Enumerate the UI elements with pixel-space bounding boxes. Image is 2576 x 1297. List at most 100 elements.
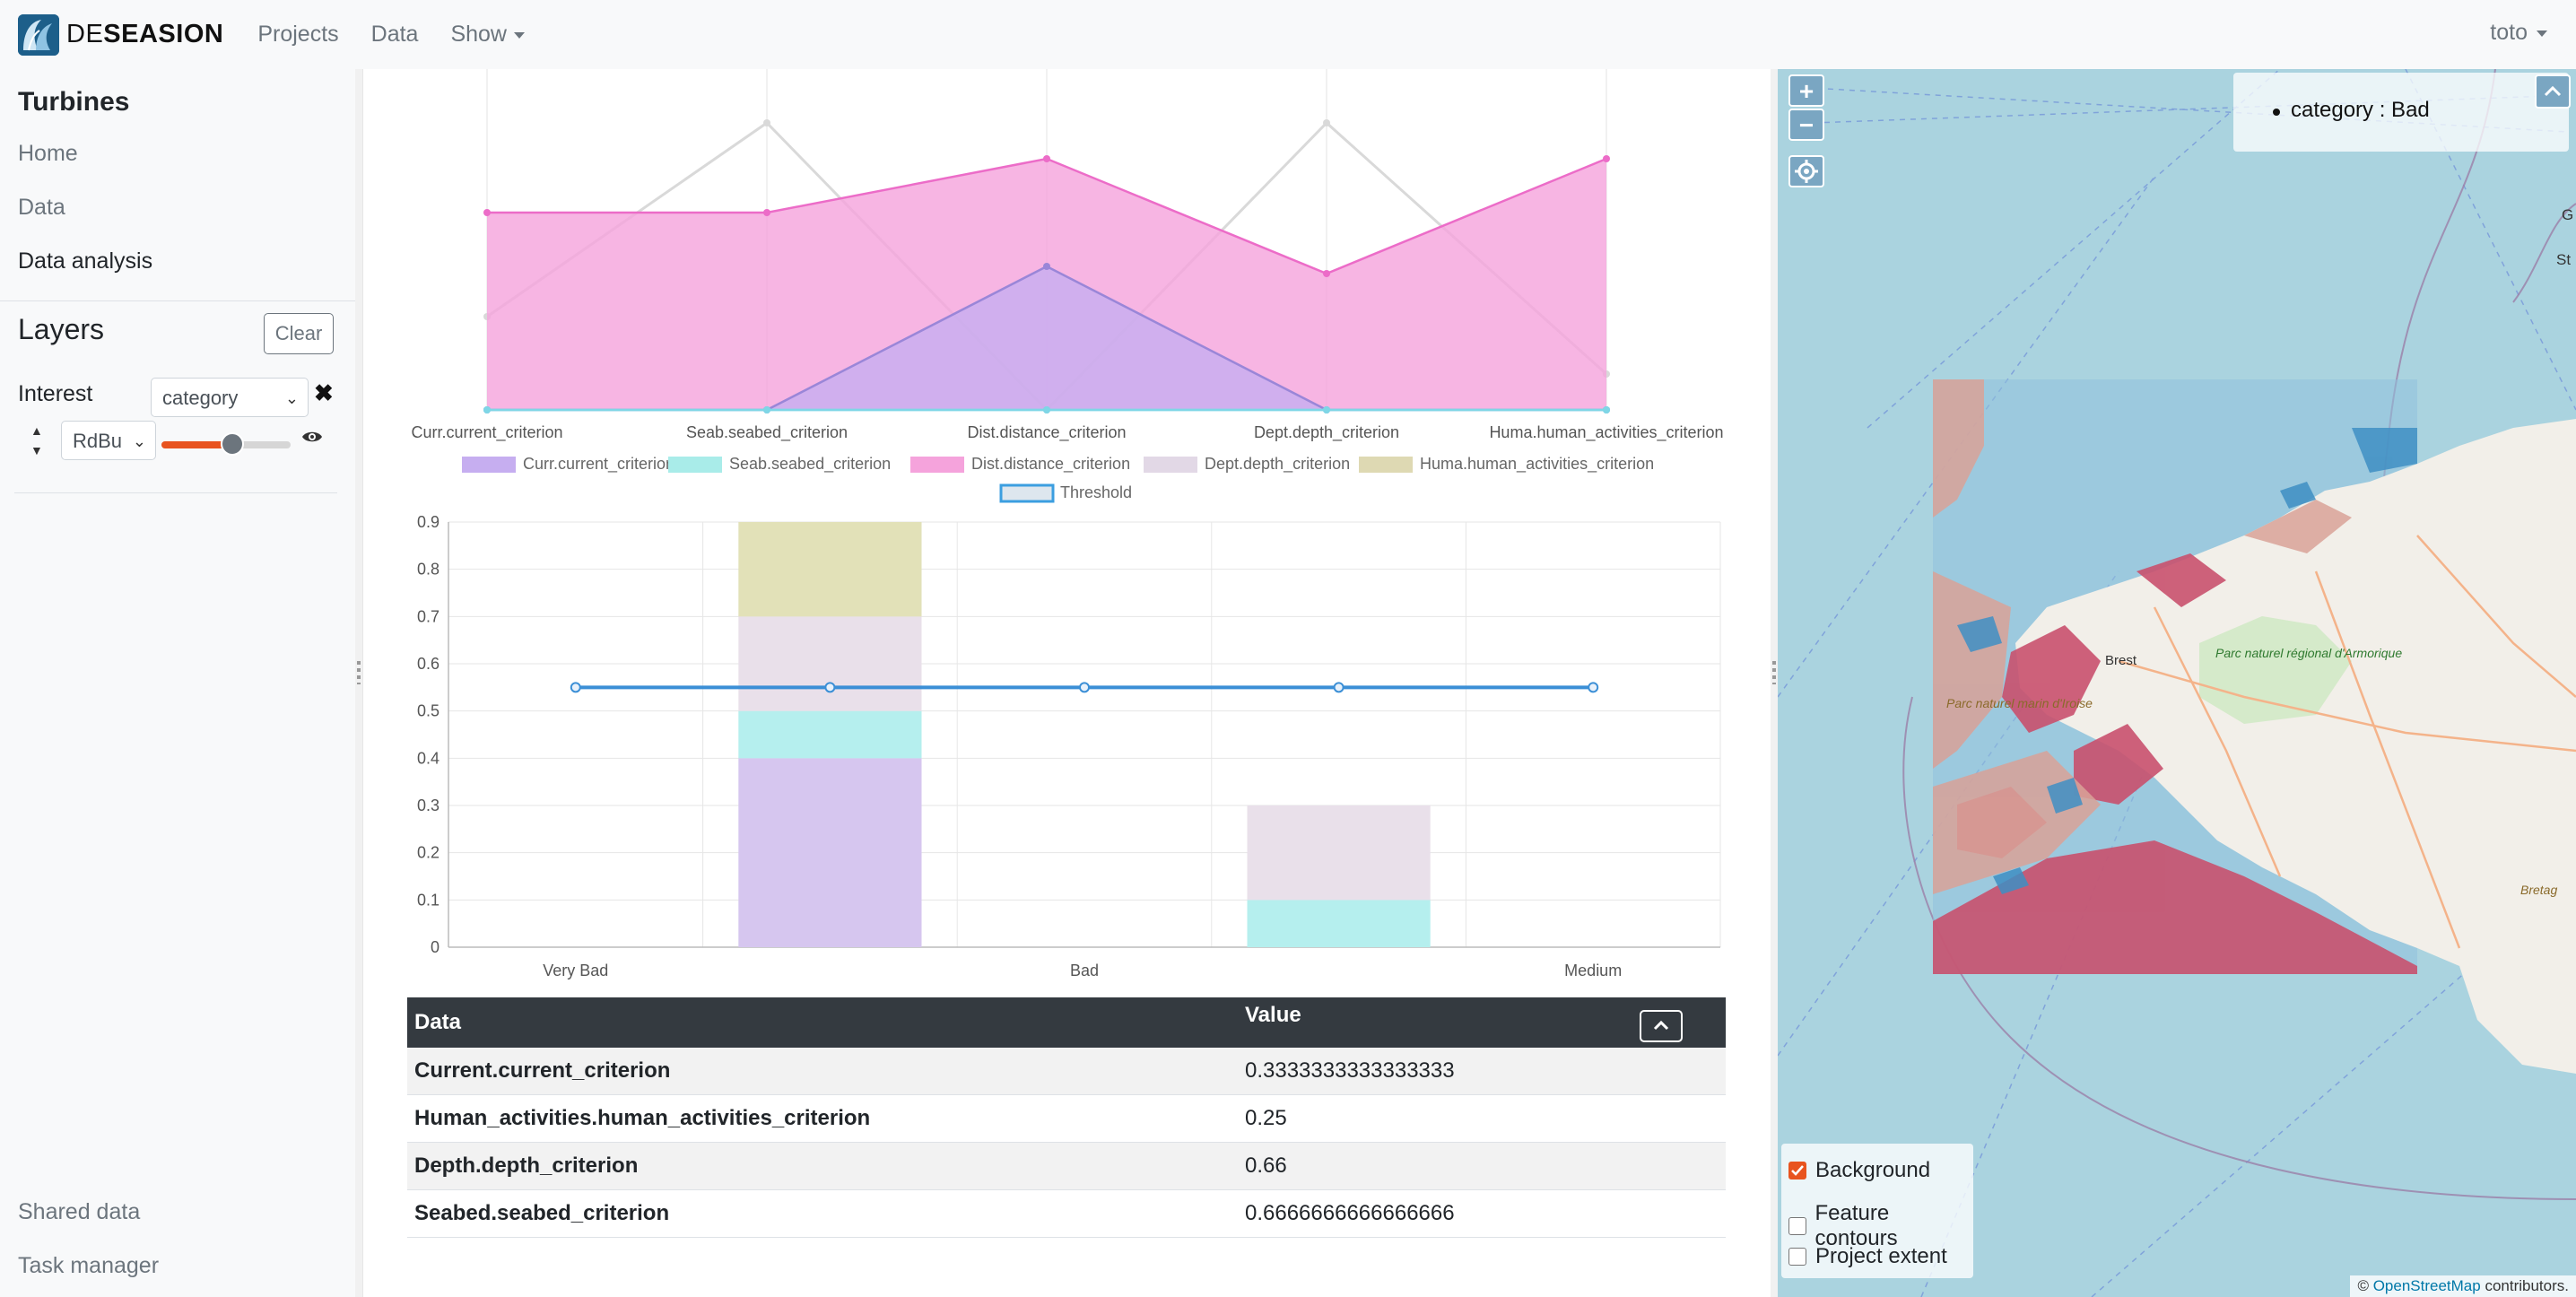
threshold-point [1079,682,1090,693]
radar-axis-label: Seab.seabed_criterion [686,423,848,442]
legend-label: Dept.depth_criterion [1205,455,1350,474]
table-cell-key: Current.current_criterion [407,1048,1238,1095]
brand-name: DESEASION [66,20,224,48]
radar-point [483,209,491,216]
colormap-select[interactable]: RdBu ⌄ [61,421,156,460]
left-resize-handle[interactable] [355,69,362,1297]
zoom-out-button[interactable]: − [1788,109,1824,141]
y-tick-label: 0 [431,938,439,956]
layer-order-arrows[interactable]: ▲ ▼ [30,421,43,460]
bar-segment [738,522,922,617]
layer-toggle-feature-contours[interactable]: Feature contours [1788,1201,1973,1251]
map-canvas[interactable]: Brest Parc naturel régional d'Armorique … [1778,69,2576,1297]
radar-point [1043,406,1050,413]
legend-swatch [1144,457,1197,473]
bar-segment [1247,900,1431,947]
radar-axis-label: Dist.distance_criterion [967,423,1126,442]
table-cell-key: Seabed.seabed_criterion [407,1189,1238,1238]
column-header-value: Value [1238,997,1726,1048]
legend-label: Seab.seabed_criterion [729,455,891,474]
nav-projects[interactable]: Projects [257,22,339,47]
bar-segment [1247,805,1431,901]
interest-select-value: category [162,387,239,409]
collapse-table-button[interactable] [1640,1010,1683,1042]
layer-label: Feature contours [1815,1201,1898,1250]
sidebar-item-home[interactable]: Home [18,141,78,166]
interest-select[interactable]: category ⌄ [151,378,309,417]
column-header-data: Data [407,997,1238,1048]
project-extent-checkbox[interactable] [1788,1248,1806,1266]
bar-segment [738,710,922,759]
colormap-select-value: RdBu [73,430,123,452]
x-tick-label: Medium [1564,962,1622,979]
chevron-up-icon [1653,1020,1669,1031]
locate-button[interactable] [1788,155,1824,187]
layer-toggle-project-extent[interactable]: Project extent [1788,1244,1947,1269]
table-row: Seabed.seabed_criterion 0.66666666666666… [407,1189,1726,1238]
radar-point [483,406,491,413]
wave-logo-icon [18,13,59,56]
sidebar-item-data-analysis[interactable]: Data analysis [18,248,153,274]
opacity-slider-handle[interactable] [221,432,245,456]
y-tick-label: 0.9 [417,513,439,531]
user-menu-dropdown[interactable]: toto [2490,20,2547,46]
remove-layer-icon[interactable]: ✖ [314,379,334,406]
radar-point [1323,270,1330,277]
move-down-icon[interactable]: ▼ [30,443,43,457]
interest-label: Interest [18,381,93,406]
threshold-point [570,682,581,693]
move-up-icon[interactable]: ▲ [30,423,43,438]
map-label-brest: Brest [2105,653,2137,668]
column-header-value-label: Value [1245,1003,1301,1027]
chevron-down-icon: ⌄ [132,432,146,450]
legend-label: Huma.human_activities_criterion [1420,455,1654,474]
radar-point [1043,155,1050,162]
x-tick-label: Very Bad [543,962,608,979]
map-label-g: G [2562,206,2573,223]
brand-logo[interactable]: DESEASION [18,13,224,56]
table-row: Current.current_criterion 0.333333333333… [407,1048,1726,1095]
nav-data[interactable]: Data [370,22,419,47]
table-cell-key: Human_activities.human_activities_criter… [407,1094,1238,1143]
layer-toggle-background[interactable]: Background [1788,1158,1930,1183]
opacity-slider[interactable] [161,432,291,456]
map-attribution: © OpenStreetMap contributors. [2350,1275,2576,1297]
openstreetmap-link[interactable]: OpenStreetMap [2372,1277,2481,1294]
caret-down-icon [514,31,525,39]
sidebar-item-task-manager[interactable]: Task manager [18,1253,160,1278]
radar-point [1323,406,1330,413]
table-cell-value: 0.25 [1238,1094,1726,1143]
feature-contours-checkbox[interactable] [1788,1217,1806,1235]
nav-show-dropdown[interactable]: Show [450,22,525,48]
eye-icon[interactable] [301,428,323,446]
sidebar-item-shared-data[interactable]: Shared data [18,1199,141,1224]
table-cell-value: 0.6666666666666666 [1238,1189,1726,1238]
background-checkbox[interactable] [1788,1162,1806,1179]
table-row: Human_activities.human_activities_criter… [407,1094,1726,1143]
drag-handle-icon [1772,661,1776,684]
radar-axis-label: Curr.current_criterion [411,423,562,442]
radar-point [763,209,770,216]
right-resize-handle[interactable] [1771,69,1778,1297]
legend-swatch [462,457,516,473]
legend-swatch [910,457,964,473]
map-label-bretagne: Bretag [2520,883,2557,897]
map-label-park-armorique: Parc naturel régional d'Armorique [2215,646,2402,660]
top-navbar: DESEASION Projects Data Show toto [0,0,2576,69]
legend-collapse-button[interactable] [2535,74,2571,109]
zoom-in-button[interactable]: + [1788,74,1824,107]
table-cell-value: 0.66 [1238,1142,1726,1190]
sidebar-divider [14,492,337,493]
map-view[interactable]: Brest Parc naturel régional d'Armorique … [1778,69,2576,1297]
radar-point [1043,263,1050,270]
y-tick-label: 0.7 [417,607,439,625]
y-tick-label: 0.1 [417,891,439,909]
layers-title: Layers [18,313,105,345]
table-cell-value: 0.3333333333333333 [1238,1048,1726,1095]
sidebar-item-data[interactable]: Data [18,195,65,220]
legend-bullet [2273,109,2280,116]
bar-segment [738,616,922,711]
clear-layers-button[interactable]: Clear [264,313,334,354]
opacity-slider-fill [161,441,233,448]
project-title: Turbines [18,87,130,117]
